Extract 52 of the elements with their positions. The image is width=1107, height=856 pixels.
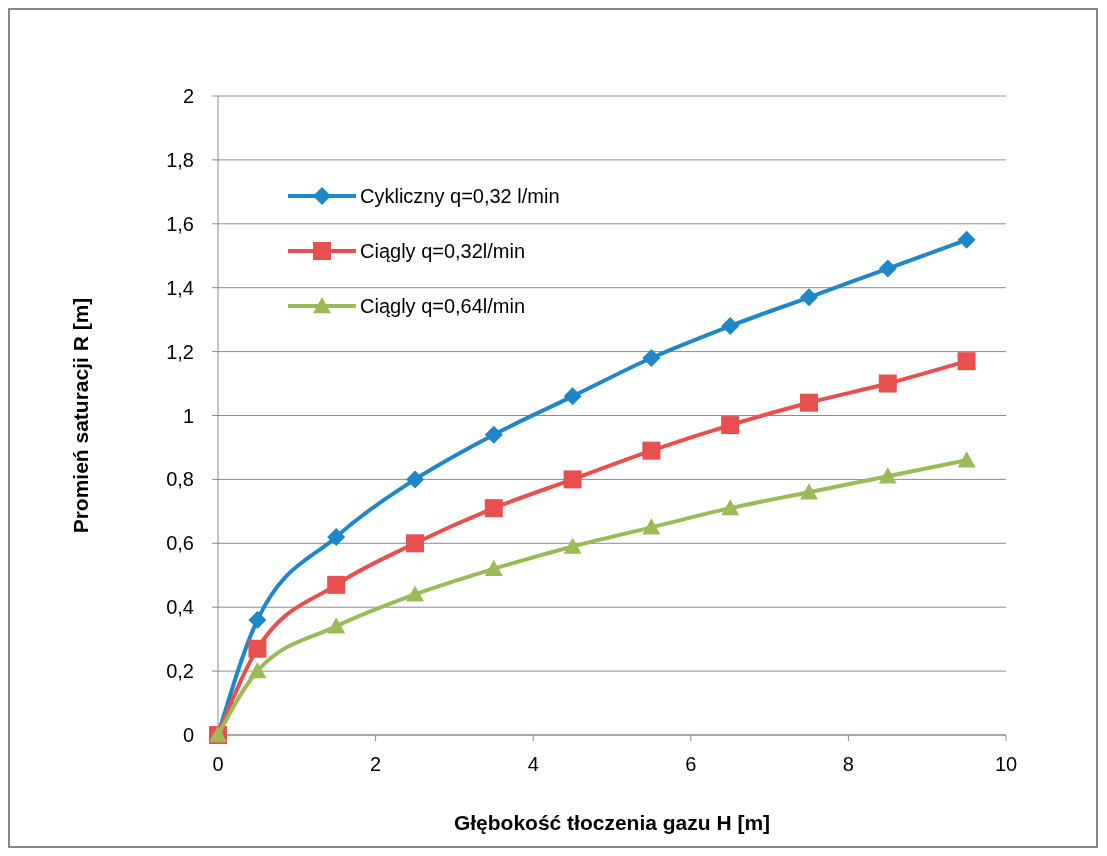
point (327, 575, 346, 594)
point (248, 662, 267, 679)
x-tick-label: 6 (685, 753, 697, 775)
point (484, 559, 503, 577)
x-tick-label: 0 (212, 753, 224, 775)
y-tick-label: 0,6 (166, 532, 194, 555)
point (406, 470, 424, 489)
point (642, 348, 661, 367)
point (563, 470, 582, 489)
point (563, 387, 582, 406)
x-tick-label: 10 (994, 753, 1018, 775)
y-axis-title: Promień saturacji R [m] (69, 297, 92, 534)
point (721, 317, 740, 336)
point (957, 352, 976, 371)
point (800, 393, 818, 412)
point (878, 467, 897, 484)
point (484, 499, 503, 518)
legend-label: Cykliczny q=0,32 l/min (360, 185, 560, 207)
point (642, 441, 661, 460)
point (721, 499, 740, 516)
point (563, 537, 582, 554)
y-tick-label: 1 (182, 404, 194, 427)
point (957, 451, 976, 468)
legend-label: Ciągly q=0,32l/min (360, 240, 526, 262)
point (721, 416, 740, 435)
y-tick-label: 0 (182, 724, 194, 746)
y-tick-label: 1,4 (166, 276, 194, 299)
point (484, 425, 503, 444)
point (957, 230, 976, 249)
point (327, 527, 346, 546)
point (248, 610, 267, 629)
y-tick-label: 0,4 (166, 596, 194, 619)
point (800, 483, 818, 500)
point (327, 617, 346, 634)
y-tick-label: 0,2 (166, 660, 194, 683)
y-tick-label: 1,2 (166, 340, 194, 363)
legend-label: Ciągly q=0,64l/min (360, 295, 526, 317)
point (642, 518, 661, 535)
y-tick-label: 0,8 (166, 468, 194, 491)
point (406, 585, 424, 602)
point (248, 639, 267, 658)
x-tick-label: 4 (527, 753, 539, 775)
y-tick-label: 1,6 (166, 212, 194, 235)
y-tick-label: 1,8 (166, 148, 194, 171)
point (800, 288, 818, 307)
point (406, 534, 424, 553)
x-tick-label: 8 (842, 753, 854, 775)
point (878, 374, 897, 393)
point (878, 259, 897, 278)
x-axis-title: Głębokość tłoczenia gazu H [m] (453, 811, 771, 834)
y-tick-label: 2 (182, 85, 194, 107)
x-tick-label: 2 (370, 753, 382, 775)
